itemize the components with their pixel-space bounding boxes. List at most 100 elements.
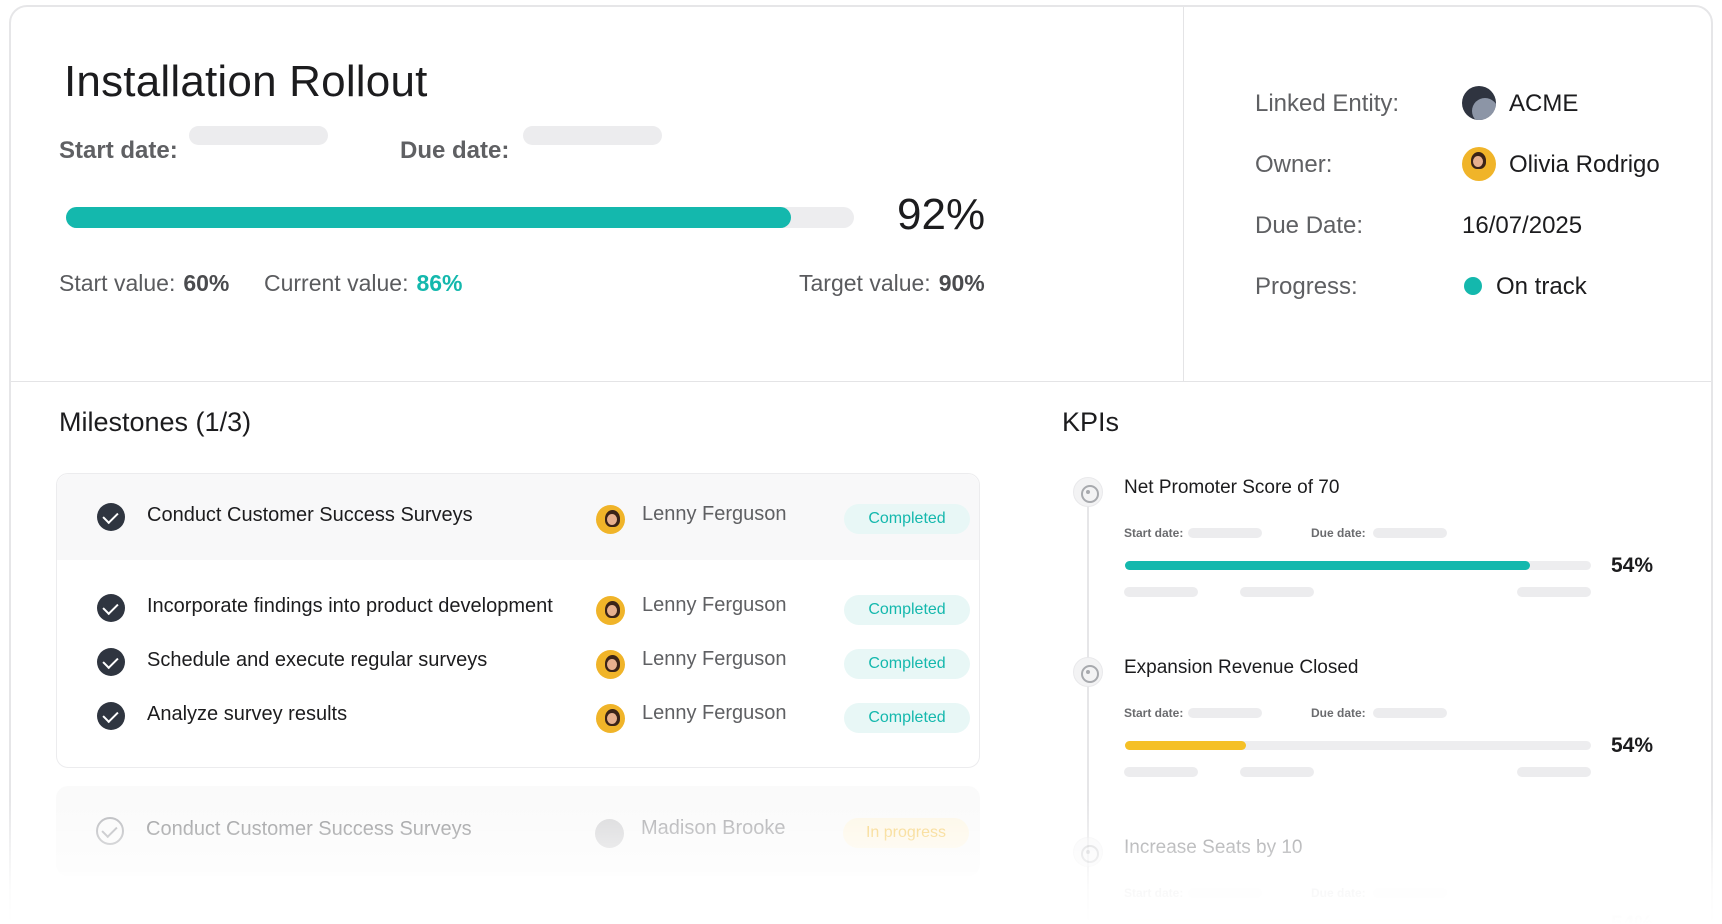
current-value-label: Current value: <box>264 270 409 296</box>
target-value: Target value: 90% <box>799 270 985 297</box>
kpi-due-date-placeholder <box>1373 528 1447 538</box>
goal-progress-percent: 92% <box>897 190 986 239</box>
start-date-label: Start date: <box>59 137 178 164</box>
milestone-text: Conduct Customer Success Surveys <box>147 504 473 526</box>
kpi-start-date-placeholder <box>1188 888 1262 898</box>
due-date-value: 16/07/2025 <box>1462 212 1583 239</box>
kpi-percent: 54% <box>1611 912 1654 924</box>
kpi-start-date-placeholder <box>1188 708 1262 718</box>
milestone-row[interactable]: Analyze survey results Lenny Ferguson Co… <box>57 696 979 736</box>
target-value-number: 90% <box>938 270 985 296</box>
kpi-progress-fill <box>1125 561 1531 570</box>
kpi-start-date-placeholder <box>1188 528 1262 538</box>
milestone-row[interactable]: Conduct Customer Success Surveys Lenny F… <box>57 497 979 537</box>
owner-avatar <box>596 704 625 733</box>
milestone-row[interactable]: Schedule and execute regular surveys Len… <box>57 642 979 682</box>
due-date-label: Due date: <box>400 137 510 164</box>
status-dot-icon <box>1464 277 1482 295</box>
kpi-value-placeholder <box>1124 587 1198 597</box>
status-badge: Completed <box>844 703 970 733</box>
kpi-due-date-placeholder <box>1373 708 1447 718</box>
goal-progress-bar <box>66 207 854 228</box>
kpi-value-placeholder <box>1517 587 1591 597</box>
target-value-label: Target value: <box>799 270 931 296</box>
kpi-value-placeholder <box>1124 767 1198 777</box>
milestone-group: Conduct Customer Success Surveys Lenny F… <box>56 473 980 768</box>
goal-progress-fill <box>66 207 791 228</box>
kpi-value-placeholder <box>1240 587 1314 597</box>
kpi-start-date-label: Start date: <box>1124 706 1184 720</box>
check-circle-outline-icon <box>96 817 124 845</box>
status-badge: Completed <box>844 595 970 625</box>
milestone-row[interactable]: Conduct Customer Success Surveys Madison… <box>56 811 980 851</box>
milestone-text: Schedule and execute regular surveys <box>147 649 488 671</box>
milestone-owner: Lenny Ferguson <box>642 503 787 525</box>
kpi-due-date-label: Due date: <box>1311 526 1366 540</box>
check-circle-icon <box>97 648 125 676</box>
kpi-due-date-label: Due date: <box>1311 886 1366 900</box>
linked-entity-value[interactable]: ACME <box>1509 90 1579 117</box>
milestone-text: Incorporate findings into product develo… <box>147 595 553 617</box>
target-icon <box>1073 657 1103 687</box>
target-icon <box>1073 477 1103 507</box>
kpi-start-date-label: Start date: <box>1124 526 1184 540</box>
start-date-placeholder <box>189 126 328 145</box>
status-badge: Completed <box>844 504 970 534</box>
owner-avatar <box>596 505 625 534</box>
kpi-name[interactable]: Expansion Revenue Closed <box>1124 657 1359 678</box>
milestone-owner: Madison Brooke <box>641 817 786 839</box>
due-date-info-label: Due Date: <box>1255 212 1364 239</box>
milestone-group-2: Conduct Customer Success Surveys Madison… <box>56 786 980 876</box>
milestone-text: Conduct Customer Success Surveys <box>146 818 472 840</box>
goal-card: Installation Rollout Start date: Due dat… <box>9 5 1713 924</box>
kpi-progress-fill <box>1125 919 1452 924</box>
check-circle-icon <box>97 503 125 531</box>
due-date-placeholder <box>523 126 662 145</box>
milestone-group-header <box>57 474 979 560</box>
status-badge: Completed <box>844 649 970 679</box>
kpi-name[interactable]: Increase Seats by 10 <box>1124 837 1303 858</box>
kpi-progress-bar <box>1125 561 1591 570</box>
progress-label: Progress: <box>1255 273 1358 300</box>
kpi-percent: 54% <box>1611 554 1654 577</box>
horizontal-divider <box>11 381 1711 382</box>
progress-status: On track <box>1496 273 1587 300</box>
check-circle-icon <box>97 702 125 730</box>
milestone-text: Analyze survey results <box>147 703 348 725</box>
kpi-due-date-label: Due date: <box>1311 706 1366 720</box>
milestone-row[interactable]: Incorporate findings into product develo… <box>57 588 979 628</box>
kpi-progress-fill <box>1125 741 1247 750</box>
kpi-value-placeholder <box>1240 767 1314 777</box>
vertical-divider <box>1183 7 1184 381</box>
current-value-number: 86% <box>416 270 463 296</box>
status-badge: In progress <box>843 818 969 848</box>
milestone-owner: Lenny Ferguson <box>642 594 787 616</box>
kpi-progress-bar <box>1125 919 1591 924</box>
target-icon <box>1073 837 1103 867</box>
owner-avatar <box>595 819 624 848</box>
entity-avatar <box>1462 86 1496 120</box>
start-value: Start value: 60% <box>59 270 229 297</box>
kpi-progress-bar <box>1125 741 1591 750</box>
page-title: Installation Rollout <box>64 57 428 106</box>
current-value: Current value: 86% <box>264 270 463 297</box>
kpi-start-date-label: Start date: <box>1124 886 1184 900</box>
owner-label: Owner: <box>1255 151 1333 178</box>
kpi-value-placeholder <box>1517 767 1591 777</box>
check-circle-icon <box>97 594 125 622</box>
owner-avatar <box>1462 147 1496 181</box>
kpi-timeline <box>1087 497 1089 924</box>
milestone-owner: Lenny Ferguson <box>642 702 787 724</box>
kpi-due-date-placeholder <box>1373 888 1447 898</box>
kpis-title: KPIs <box>1062 407 1120 437</box>
owner-avatar <box>596 650 625 679</box>
milestone-owner: Lenny Ferguson <box>642 648 787 670</box>
start-value-label: Start value: <box>59 270 176 296</box>
owner-value[interactable]: Olivia Rodrigo <box>1509 151 1660 178</box>
kpi-name[interactable]: Net Promoter Score of 70 <box>1124 477 1340 498</box>
owner-avatar <box>596 596 625 625</box>
milestones-title: Milestones (1/3) <box>59 407 252 437</box>
kpi-percent: 54% <box>1611 734 1654 757</box>
linked-entity-label: Linked Entity: <box>1255 90 1400 117</box>
start-value-number: 60% <box>183 270 230 296</box>
